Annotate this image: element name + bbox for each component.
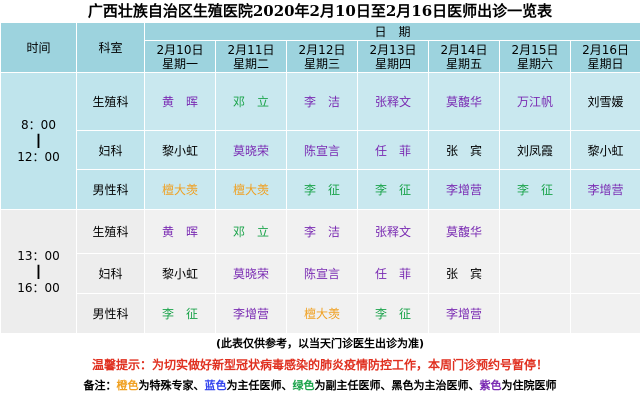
doctor-cell: 任 菲: [357, 130, 429, 170]
page-title: 广西壮族自治区生殖医院2020年2月10日至2月16日医师出诊一览表: [87, 2, 553, 20]
doctor-cell: 莫晓荣: [215, 253, 287, 294]
day-header: 2月12日 星期三: [286, 40, 358, 73]
doctor-cell: 李 洁: [286, 72, 358, 131]
doctor-cell: 李增营: [215, 293, 287, 334]
doctor-cell: 李 征: [286, 169, 358, 210]
doctor-cell: 李 征: [357, 293, 429, 334]
doctor-cell: [569, 293, 640, 334]
dept-label: 男性科: [76, 169, 145, 210]
doctor-cell: 李 征: [499, 169, 571, 210]
doctor-cell: 黄 晖: [144, 209, 216, 254]
doctor-cell: 刘雪媛: [569, 72, 640, 131]
day-header: 2月16日 星期日: [569, 40, 640, 73]
time-header: 时间: [0, 22, 77, 73]
doctor-cell: 檀大羡: [215, 169, 287, 210]
doctor-cell: 张释文: [357, 209, 429, 254]
doctor-cell: 黎小虹: [569, 130, 640, 170]
doctor-cell: [499, 253, 571, 294]
doctor-cell: 李增营: [428, 293, 500, 334]
day-header: 2月14日 星期五: [428, 40, 500, 73]
doctor-cell: 张 宾: [428, 130, 500, 170]
doctor-cell: 邓 立: [215, 209, 287, 254]
doctor-cell: [499, 209, 571, 254]
legend-term-orange: 橙色: [116, 379, 139, 392]
dept-header: 科室: [76, 22, 145, 73]
warning-notice: 温馨提示：为切实做好新型冠状病毒感染的肺炎疫情防控工作，本周门诊预约号暂停！: [91, 358, 548, 372]
doctor-cell: 张 宾: [428, 253, 500, 294]
legend-term-blue: 蓝色: [204, 379, 227, 392]
dept-label: 生殖科: [76, 72, 145, 131]
doctor-cell: 檀大羡: [286, 293, 358, 334]
doctor-cell: 檀大羡: [144, 169, 216, 210]
legend-term-green: 绿色: [292, 379, 315, 392]
day-header: 2月15日 星期六: [499, 40, 571, 73]
doctor-cell: 黄 晖: [144, 72, 216, 131]
color-legend: 备注：橙色为特殊专家、蓝色为主任医师、绿色为副主任医师、黑色为主治医师、紫色为住…: [0, 376, 640, 396]
day-header: 2月11日 星期二: [215, 40, 287, 73]
dept-label: 妇科: [76, 253, 145, 294]
am-time-slot: 8：00 ┃ 12：00: [0, 72, 77, 210]
legend-desc: 为住院医师: [501, 379, 557, 392]
schedule-table: 时间 科室 日 期 2月10日 星期一 2月11日 星期二 2月12日 星期三 2月1…: [0, 22, 640, 334]
legend-desc: 为主治医师、: [413, 379, 480, 392]
doctor-cell: 李增营: [428, 169, 500, 210]
doctor-cell: 莫晓荣: [215, 130, 287, 170]
dept-label: 男性科: [76, 293, 145, 334]
doctor-cell: 陈宣言: [286, 130, 358, 170]
doctor-cell: 邓 立: [215, 72, 287, 131]
legend-prefix: 备注：: [83, 379, 117, 392]
doctor-cell: 李 洁: [286, 209, 358, 254]
doctor-cell: 李增营: [569, 169, 640, 210]
legend-desc: 为主任医师、: [226, 379, 293, 392]
day-header: 2月10日 星期一: [144, 40, 216, 73]
doctor-cell: 陈宣言: [286, 253, 358, 294]
doctor-cell: 任 菲: [357, 253, 429, 294]
doctor-cell: 莫馥华: [428, 209, 500, 254]
doctor-cell: 李 征: [144, 293, 216, 334]
dept-label: 生殖科: [76, 209, 145, 254]
legend-desc: 为副主任医师、: [314, 379, 392, 392]
doctor-cell: [499, 293, 571, 334]
legend-desc: 为特殊专家、: [138, 379, 205, 392]
reference-note: (此表仅供参考，以当天门诊医生出诊为准): [215, 337, 425, 350]
day-header: 2月13日 星期四: [357, 40, 429, 73]
dates-header: 日 期: [143, 22, 640, 41]
doctor-cell: 黎小虹: [144, 253, 216, 294]
doctor-cell: 莫馥华: [428, 72, 500, 131]
doctor-cell: [569, 253, 640, 294]
doctor-cell: 万江帆: [499, 72, 571, 131]
pm-time-slot: 13：00 ┃ 16：00: [0, 209, 77, 334]
doctor-cell: 刘凤霞: [499, 130, 571, 170]
doctor-cell: 张释文: [357, 72, 429, 131]
doctor-cell: 黎小虹: [144, 130, 216, 170]
legend-term-black: 黑色: [391, 379, 414, 392]
dept-label: 妇科: [76, 130, 145, 170]
doctor-cell: [569, 209, 640, 254]
doctor-cell: 李 征: [357, 169, 429, 210]
legend-term-purple: 紫色: [479, 379, 502, 392]
